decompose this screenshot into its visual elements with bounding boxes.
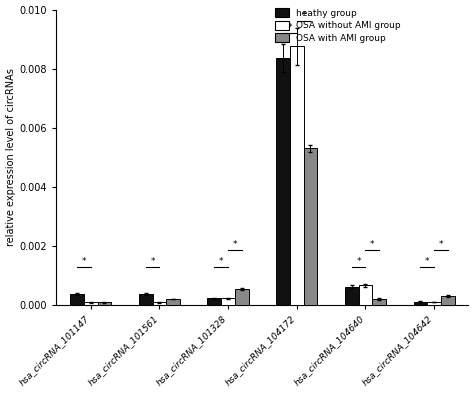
Bar bbox=[441, 296, 455, 305]
Legend: heathy group, OSA without AMI group, OSA with AMI group: heathy group, OSA without AMI group, OSA… bbox=[275, 8, 401, 42]
Text: *: * bbox=[219, 257, 223, 266]
Text: *: * bbox=[301, 11, 306, 20]
Y-axis label: relative expression level of circRNAs: relative expression level of circRNAs bbox=[6, 68, 16, 246]
Text: *: * bbox=[233, 240, 237, 249]
Text: *: * bbox=[82, 257, 86, 266]
Text: *: * bbox=[288, 23, 292, 32]
Bar bbox=[139, 294, 153, 305]
Bar bbox=[221, 298, 235, 305]
Text: *: * bbox=[150, 257, 155, 266]
Bar bbox=[358, 285, 372, 305]
Text: *: * bbox=[370, 240, 374, 249]
Bar bbox=[70, 294, 84, 305]
Bar bbox=[98, 303, 111, 305]
Bar bbox=[153, 303, 166, 305]
Bar bbox=[372, 299, 386, 305]
Text: *: * bbox=[439, 240, 443, 249]
Bar bbox=[304, 149, 318, 305]
Bar bbox=[84, 303, 98, 305]
Bar bbox=[290, 46, 304, 305]
Text: *: * bbox=[425, 257, 429, 266]
Bar bbox=[208, 298, 221, 305]
Bar bbox=[427, 302, 441, 305]
Text: *: * bbox=[356, 257, 361, 266]
Bar bbox=[413, 301, 427, 305]
Bar bbox=[276, 58, 290, 305]
Bar bbox=[166, 299, 180, 305]
Bar bbox=[345, 286, 358, 305]
Bar bbox=[235, 289, 249, 305]
